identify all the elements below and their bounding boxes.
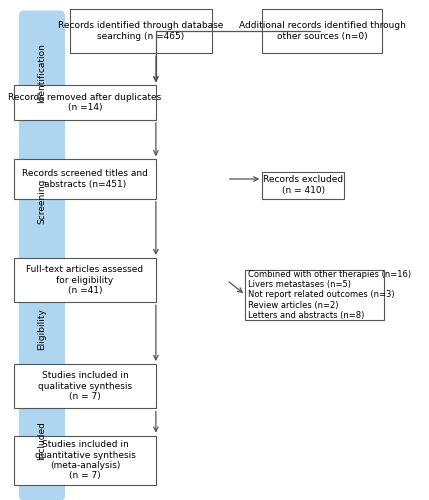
Text: Records identified through database
searching (n =465): Records identified through database sear… [58,22,224,40]
FancyBboxPatch shape [14,436,156,485]
FancyBboxPatch shape [20,268,64,391]
FancyBboxPatch shape [14,160,156,198]
Text: Studies included in
qualitative synthesis
(n = 7): Studies included in qualitative synthesi… [38,372,132,401]
FancyBboxPatch shape [262,9,382,53]
Text: Screening: Screening [37,178,46,224]
Text: Included: Included [37,421,46,460]
FancyBboxPatch shape [20,382,64,500]
FancyBboxPatch shape [20,124,64,278]
FancyBboxPatch shape [14,258,156,302]
Text: Eligibility: Eligibility [37,308,46,350]
FancyBboxPatch shape [14,364,156,408]
FancyBboxPatch shape [70,9,212,53]
FancyBboxPatch shape [245,270,384,320]
Text: Full-text articles assessed
for eligibility
(n =41): Full-text articles assessed for eligibil… [27,265,144,295]
FancyBboxPatch shape [20,12,64,134]
FancyBboxPatch shape [14,86,156,120]
Text: Studies included in
quantitative synthesis
(meta-analysis)
(n = 7): Studies included in quantitative synthes… [34,440,136,480]
Text: Records removed after duplicates
(n =14): Records removed after duplicates (n =14) [8,93,162,112]
Text: Records excluded
(n = 410): Records excluded (n = 410) [263,176,344,195]
FancyBboxPatch shape [262,172,344,198]
Text: Additional records identified through
other sources (n=0): Additional records identified through ot… [239,22,405,40]
Text: Combined with other therapies (n=16)
Livers metastases (n=5)
Not report related : Combined with other therapies (n=16) Liv… [248,270,411,320]
Text: Records screened titles and
abstracts (n=451): Records screened titles and abstracts (n… [22,170,148,188]
Text: Identification: Identification [37,43,46,103]
